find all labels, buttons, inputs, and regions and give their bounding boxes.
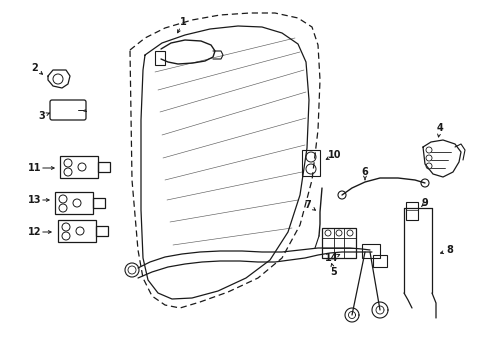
Bar xyxy=(361,244,379,258)
Text: 9: 9 xyxy=(421,198,427,208)
Text: 7: 7 xyxy=(304,200,311,210)
Bar xyxy=(98,162,110,172)
Text: 8: 8 xyxy=(446,245,452,255)
Bar xyxy=(372,255,386,267)
Text: 6: 6 xyxy=(361,167,367,177)
Bar xyxy=(96,226,108,236)
Bar xyxy=(302,150,319,176)
Text: 10: 10 xyxy=(327,150,341,160)
Text: 5: 5 xyxy=(330,267,337,277)
Text: 1: 1 xyxy=(179,17,186,27)
Text: 3: 3 xyxy=(39,111,45,121)
Text: 14: 14 xyxy=(325,253,338,263)
Bar xyxy=(155,51,164,65)
Text: 4: 4 xyxy=(436,123,443,133)
Bar xyxy=(321,228,355,258)
Bar xyxy=(58,220,96,242)
Bar xyxy=(60,156,98,178)
Text: 2: 2 xyxy=(32,63,38,73)
Bar xyxy=(93,198,105,208)
Text: 11: 11 xyxy=(28,163,41,173)
Bar xyxy=(55,192,93,214)
Text: 13: 13 xyxy=(28,195,41,205)
Text: 12: 12 xyxy=(28,227,41,237)
Bar xyxy=(405,202,417,220)
